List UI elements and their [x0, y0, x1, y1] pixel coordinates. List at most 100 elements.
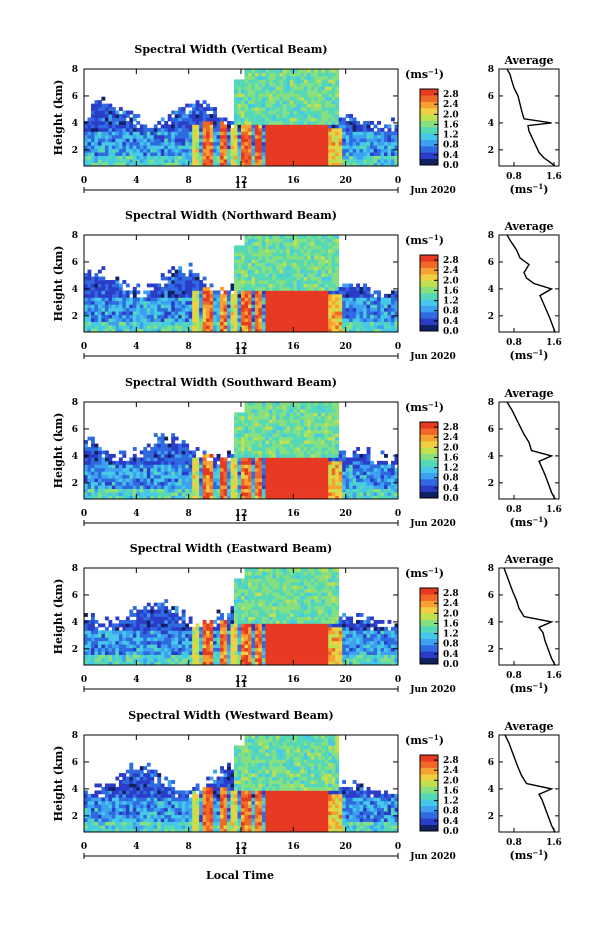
heatmap-cell: [143, 318, 148, 322]
heatmap-cell: [146, 457, 151, 462]
heatmap-cell: [275, 495, 280, 500]
heatmap-cell: [282, 433, 287, 438]
heatmap-cell: [345, 297, 350, 302]
heatmap-cell: [178, 145, 183, 150]
heatmap-cell: [234, 481, 238, 486]
heatmap-cell: [234, 307, 238, 312]
heatmap-cell: [324, 75, 329, 80]
heatmap-cell: [384, 155, 388, 160]
heatmap-cell: [296, 262, 301, 267]
heatmap-cell: [289, 422, 294, 427]
heatmap-cell: [209, 145, 214, 150]
heatmap-cell: [87, 283, 92, 288]
heatmap-cell: [108, 453, 113, 458]
colorbar: 0.00.40.81.21.62.02.42.8: [419, 88, 459, 171]
heatmap-cell: [202, 495, 207, 500]
heatmap-cell: [90, 159, 95, 163]
heatmap-cell: [90, 440, 95, 444]
heatmap-cell: [303, 152, 308, 156]
heatmap-cell: [143, 304, 148, 309]
heatmap-cell: [258, 266, 263, 271]
heatmap-cell: [227, 492, 231, 496]
heatmap-cell: [167, 304, 172, 309]
heatmap-cell: [307, 276, 312, 281]
heatmap-cell: [213, 117, 217, 122]
heatmap-cell: [97, 286, 102, 291]
heatmap-cell: [199, 457, 204, 462]
heatmap-cell: [303, 297, 308, 302]
heatmap-cell: [300, 328, 305, 333]
heatmap-cell: [251, 93, 256, 98]
heatmap-cell: [101, 114, 106, 118]
heatmap-cell: [216, 321, 221, 326]
heatmap-cell: [342, 117, 347, 122]
heatmap-cell: [199, 460, 204, 465]
heatmap-cell: [282, 241, 287, 246]
heatmap-cell: [94, 328, 99, 333]
heatmap-cell: [296, 405, 301, 410]
heatmap-cell: [251, 488, 256, 493]
heatmap-cell: [296, 245, 301, 250]
heatmap-cell: [258, 75, 263, 80]
heatmap-cell: [261, 100, 266, 105]
heatmap-cell: [234, 460, 238, 465]
heatmap-cell: [380, 314, 385, 319]
heatmap-cells: [84, 402, 399, 500]
heatmap-cell: [213, 114, 217, 118]
heatmap-cell: [94, 290, 99, 295]
heatmap-cell: [101, 103, 106, 108]
heatmap-cell: [261, 297, 266, 302]
heatmap-cell: [122, 474, 127, 479]
heatmap-cell: [321, 103, 326, 108]
heatmap-cell: [324, 155, 329, 160]
heatmap-cell: [143, 300, 148, 305]
heatmap-cell: [185, 321, 190, 326]
heatmap-cell: [199, 155, 204, 160]
heatmap-cell: [331, 280, 336, 284]
heatmap-cell: [279, 117, 284, 122]
heatmap-cell: [234, 124, 238, 129]
heatmap-cell: [310, 110, 315, 115]
heatmap-cell: [265, 141, 270, 146]
heatmap-cell: [349, 159, 354, 163]
heatmap-cell: [342, 162, 347, 167]
heatmap-cell: [167, 325, 172, 329]
heatmap-cell: [321, 419, 326, 424]
heatmap-cell: [118, 138, 123, 143]
heatmap-cell: [97, 304, 102, 309]
heatmap-cell: [122, 453, 127, 458]
heatmap-cell: [153, 488, 158, 493]
heatmap-cell: [90, 107, 95, 111]
heatmap-cell: [143, 488, 148, 493]
heatmap-cell: [279, 426, 284, 431]
heatmap-cell: [261, 453, 266, 458]
heatmap-cell: [261, 402, 266, 406]
heatmap-cell: [132, 495, 137, 500]
heatmap-cell: [265, 159, 270, 163]
heatmap-cell: [150, 141, 155, 146]
heatmap-cell: [275, 241, 280, 246]
heatmap-cell: [258, 276, 263, 281]
heatmap-cell: [272, 419, 277, 424]
heatmap-cell: [122, 159, 127, 163]
heatmap-cell: [157, 443, 162, 448]
heatmap-cell: [90, 162, 95, 167]
heatmap-cell: [275, 134, 280, 139]
heatmap-cell: [359, 321, 364, 326]
heatmap-cell: [289, 492, 294, 496]
heatmap-cell: [209, 141, 214, 146]
heatmap-cell: [132, 145, 137, 150]
heatmap-cell: [331, 248, 336, 253]
heatmap-cell: [234, 440, 238, 444]
heatmap-cell: [94, 460, 99, 465]
heatmap-cell: [317, 321, 322, 326]
heatmap-cell: [87, 152, 92, 156]
heatmap-cell: [188, 124, 193, 129]
heatmap-cell: [352, 314, 357, 319]
heatmap-cell: [314, 152, 319, 156]
heatmap-cell: [139, 159, 144, 163]
heatmap-cell: [352, 127, 357, 132]
heatmap-cell: [265, 325, 270, 329]
heatmap-cell: [384, 325, 388, 329]
heatmap-cell: [261, 241, 266, 246]
